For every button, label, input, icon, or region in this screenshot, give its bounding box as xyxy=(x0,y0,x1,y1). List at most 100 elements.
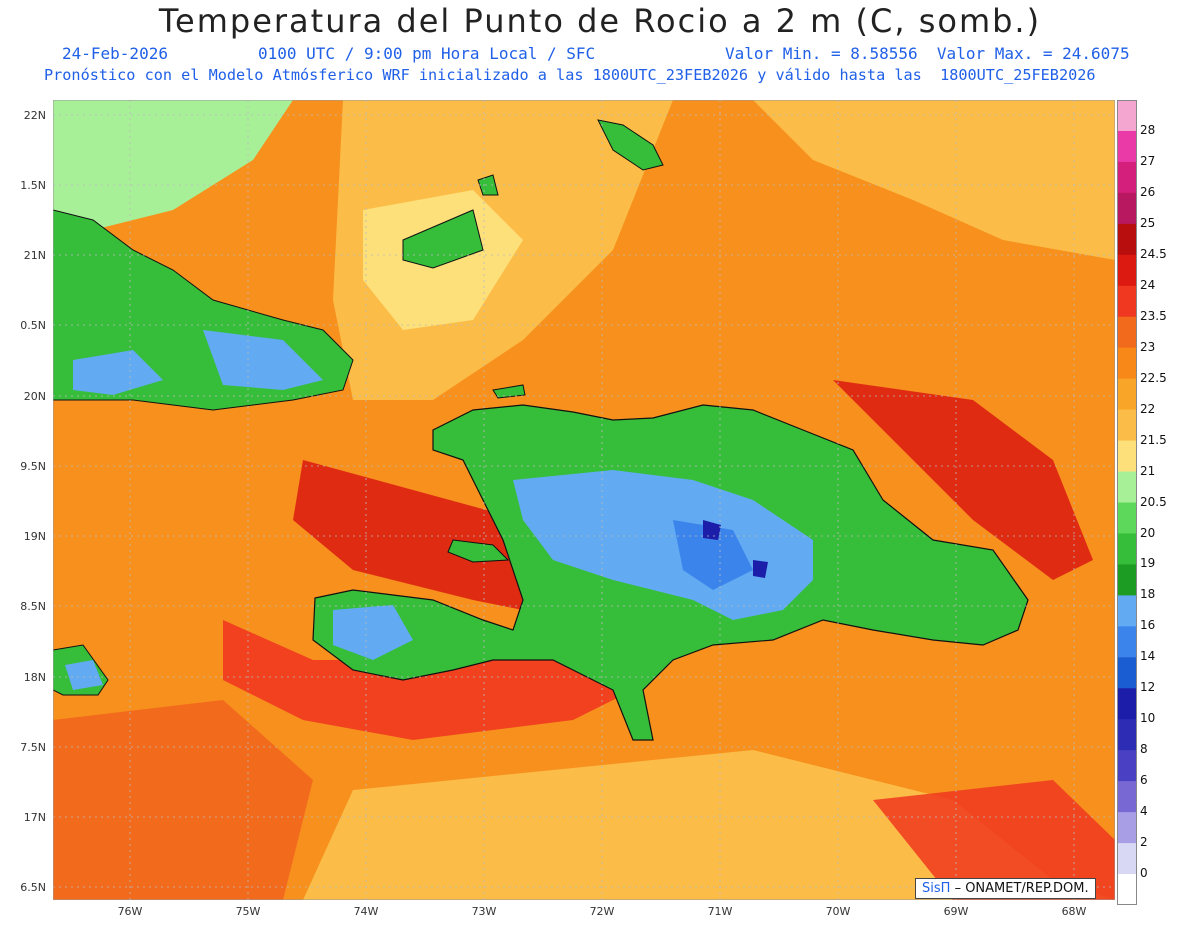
core-indigo-2 xyxy=(753,560,768,578)
red-zone-se xyxy=(873,780,1115,900)
chart-title: Temperatura del Punto de Rocio a 2 m (C,… xyxy=(158,2,1042,40)
colorbar-border xyxy=(1117,100,1137,905)
lon-label: 76W xyxy=(117,905,143,918)
colorbar-label: 21 xyxy=(1140,463,1156,478)
colorbar-label: 8 xyxy=(1140,742,1148,757)
core-indigo-1 xyxy=(703,520,721,540)
colorbar-swatch xyxy=(1117,502,1137,534)
colorbar-label: 2 xyxy=(1140,835,1148,850)
lat-label: 9.5N xyxy=(20,460,46,473)
min-max-values: Valor Min. = 8.58556 Valor Max. = 24.607… xyxy=(725,44,1130,63)
inagua-island xyxy=(402,209,484,269)
colorbar-swatch xyxy=(1117,130,1137,163)
colorbar-swatch xyxy=(1117,719,1137,751)
colorbar-label: 20 xyxy=(1140,525,1156,540)
colorbar-swatch xyxy=(1117,564,1137,596)
colorbar-label: 24 xyxy=(1140,277,1156,292)
jamaica-blue xyxy=(65,660,103,690)
colorbar-label: 21.5 xyxy=(1140,432,1167,447)
colorbar-swatch xyxy=(1117,812,1137,844)
light-band-south xyxy=(303,750,1115,900)
hispaniola-blue xyxy=(513,470,813,620)
colorbar-swatch xyxy=(1117,409,1137,442)
colorbar-label: 26 xyxy=(1140,184,1156,199)
colorbar-swatch xyxy=(1117,657,1137,689)
lon-label: 68W xyxy=(1061,905,1087,918)
colorbar-label: 23 xyxy=(1140,339,1156,354)
colorbar-label: 6 xyxy=(1140,773,1148,788)
colorbar-swatch xyxy=(1117,192,1137,225)
credit-brand: SisΠ xyxy=(922,881,951,896)
lat-label: 19N xyxy=(23,530,46,543)
colorbar-label: 19 xyxy=(1140,556,1156,571)
colorbar-swatch xyxy=(1117,781,1137,813)
lat-label: 0.5N xyxy=(20,319,46,332)
colorbar-swatch xyxy=(1117,347,1137,380)
haiti-southern-blue xyxy=(333,605,413,660)
colorbar xyxy=(1117,100,1137,905)
green-patch-nw xyxy=(53,100,293,230)
colorbar-label: 14 xyxy=(1140,649,1156,664)
lat-label: 21N xyxy=(23,249,46,262)
small-island xyxy=(477,174,499,196)
colorbar-swatch xyxy=(1117,626,1137,658)
colorbar-swatch xyxy=(1117,316,1137,349)
forecast-date: 24-Feb-2026 xyxy=(62,44,168,63)
colorbar-label: 12 xyxy=(1140,680,1156,695)
colorbar-label: 28 xyxy=(1140,123,1156,137)
lon-label: 75W xyxy=(235,905,261,918)
colorbar-label: 22.5 xyxy=(1140,370,1167,385)
cuba-blue-area xyxy=(203,330,323,390)
credit-text: – ONAMET/REP.DOM. xyxy=(954,881,1089,896)
lat-label: 1.5N xyxy=(20,179,46,192)
colorbar-label: 16 xyxy=(1140,618,1156,633)
lat-label: 8.5N xyxy=(20,600,46,613)
lon-label: 69W xyxy=(943,905,969,918)
lat-label: 22N xyxy=(23,109,46,122)
colorbar-label: 0 xyxy=(1140,866,1148,880)
model-info: Pronóstico con el Modelo Atmósferico WRF… xyxy=(44,66,1096,84)
colorbar-label: 10 xyxy=(1140,711,1156,726)
caicos-islands xyxy=(597,119,664,171)
lon-label: 71W xyxy=(707,905,733,918)
colorbar-swatch xyxy=(1117,100,1137,132)
dew-point-map xyxy=(53,100,1115,900)
light-band-ne xyxy=(753,100,1115,260)
central-dark-blue xyxy=(673,520,753,590)
cuba-blue-area-w xyxy=(73,350,163,395)
colorbar-swatch xyxy=(1117,161,1137,194)
tortuga-island xyxy=(492,384,526,399)
lat-label: 20N xyxy=(23,390,46,403)
colorbar-label: 18 xyxy=(1140,587,1156,602)
colorbar-swatch xyxy=(1117,843,1137,875)
colorbar-swatch xyxy=(1117,471,1137,503)
colorbar-swatch xyxy=(1117,595,1137,627)
credit-box: SisΠ – ONAMET/REP.DOM. xyxy=(915,878,1096,899)
colorbar-label: 23.5 xyxy=(1140,308,1167,323)
lon-label: 74W xyxy=(353,905,379,918)
graticule xyxy=(53,100,1115,900)
red-zone-east xyxy=(833,380,1093,580)
colorbar-label: 27 xyxy=(1140,153,1156,168)
colorbar-swatch xyxy=(1117,223,1137,256)
colorbar-swatch xyxy=(1117,378,1137,411)
gonave-island xyxy=(447,539,510,563)
colorbar-label: 20.5 xyxy=(1140,494,1167,509)
colorbar-swatch xyxy=(1117,440,1137,473)
lon-label: 70W xyxy=(825,905,851,918)
lat-label: 6.5N xyxy=(20,881,46,894)
lat-label: 18N xyxy=(23,671,46,684)
colorbar-swatch xyxy=(1117,285,1137,318)
colorbar-label: 22 xyxy=(1140,401,1156,416)
lon-label: 73W xyxy=(471,905,497,918)
colorbar-label: 4 xyxy=(1140,804,1148,819)
lat-label: 17N xyxy=(23,811,46,824)
lon-label: 72W xyxy=(589,905,615,918)
colorbar-swatch xyxy=(1117,688,1137,720)
colorbar-swatch xyxy=(1117,533,1137,565)
colorbar-swatch xyxy=(1117,750,1137,782)
colorbar-label: 25 xyxy=(1140,215,1156,230)
colorbar-label: 24.5 xyxy=(1140,246,1167,261)
lat-label: 7.5N xyxy=(20,741,46,754)
forecast-time: 0100 UTC / 9:00 pm Hora Local / SFC xyxy=(258,44,596,63)
